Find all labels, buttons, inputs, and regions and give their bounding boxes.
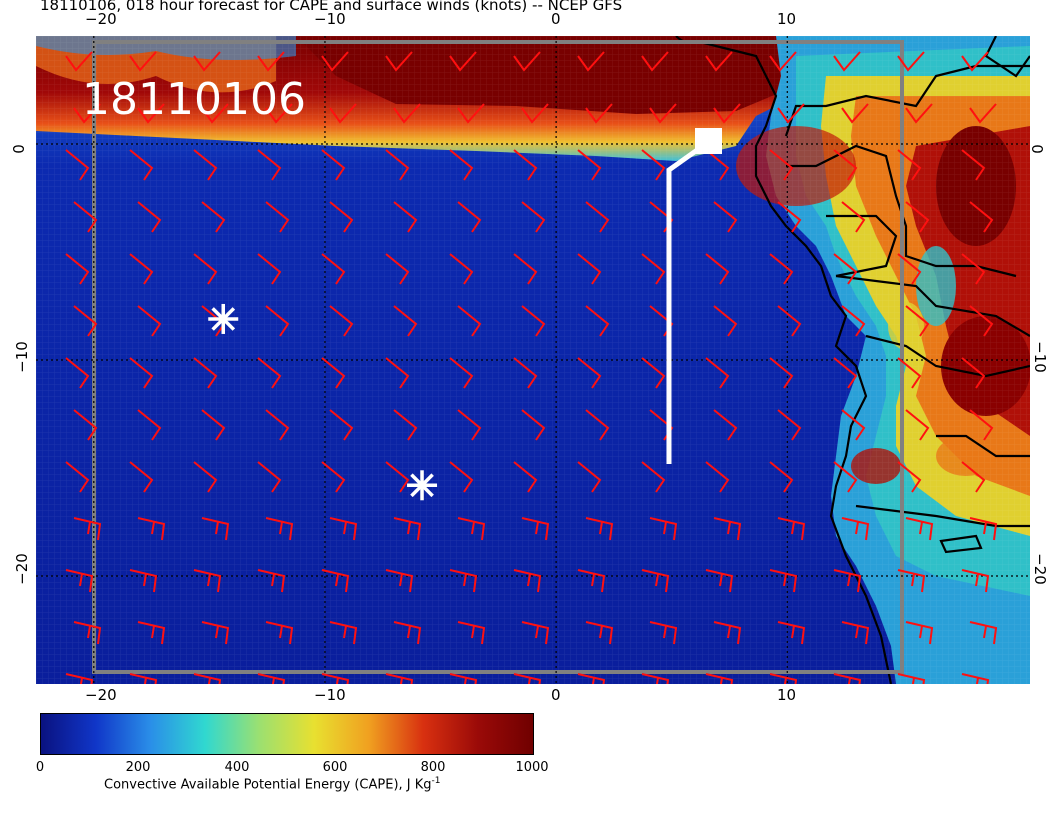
bottom-lon-label: 0 — [551, 686, 561, 704]
colorbar-tick: 1000 — [515, 760, 549, 775]
colorbar-label: Convective Available Potential Energy (C… — [104, 776, 441, 793]
top-lon-label: −10 — [314, 10, 346, 28]
colorbar-tick: 200 — [125, 760, 151, 775]
left-lat-label: −10 — [12, 341, 31, 373]
bottom-lon-label: 10 — [777, 686, 797, 704]
colorbar-tick: 600 — [322, 760, 348, 775]
colorbar-tick: 800 — [420, 760, 446, 775]
left-lat-label: −20 — [12, 553, 31, 585]
right-lat-label: −10 — [1030, 341, 1049, 373]
cape-field — [36, 36, 1030, 684]
left-lat-label: 0 — [9, 144, 28, 154]
cape-colorbar — [40, 713, 534, 755]
bottom-lon-label: −20 — [85, 686, 117, 704]
top-lon-label: 10 — [777, 10, 797, 28]
colorbar-tick: 0 — [35, 760, 45, 775]
cape-wind-map[interactable]: 18110106 — [36, 36, 1030, 684]
map-title: 18110106, 018 hour forecast for CAPE and… — [40, 0, 623, 14]
colorbar-tick: 400 — [224, 760, 250, 775]
top-lon-label: −20 — [85, 10, 117, 28]
forecast-stamp: 18110106 — [82, 74, 306, 125]
top-lon-label: 0 — [551, 10, 561, 28]
right-lat-label: 0 — [1027, 144, 1046, 154]
bottom-lon-label: −10 — [314, 686, 346, 704]
right-lat-label: −20 — [1030, 553, 1049, 585]
